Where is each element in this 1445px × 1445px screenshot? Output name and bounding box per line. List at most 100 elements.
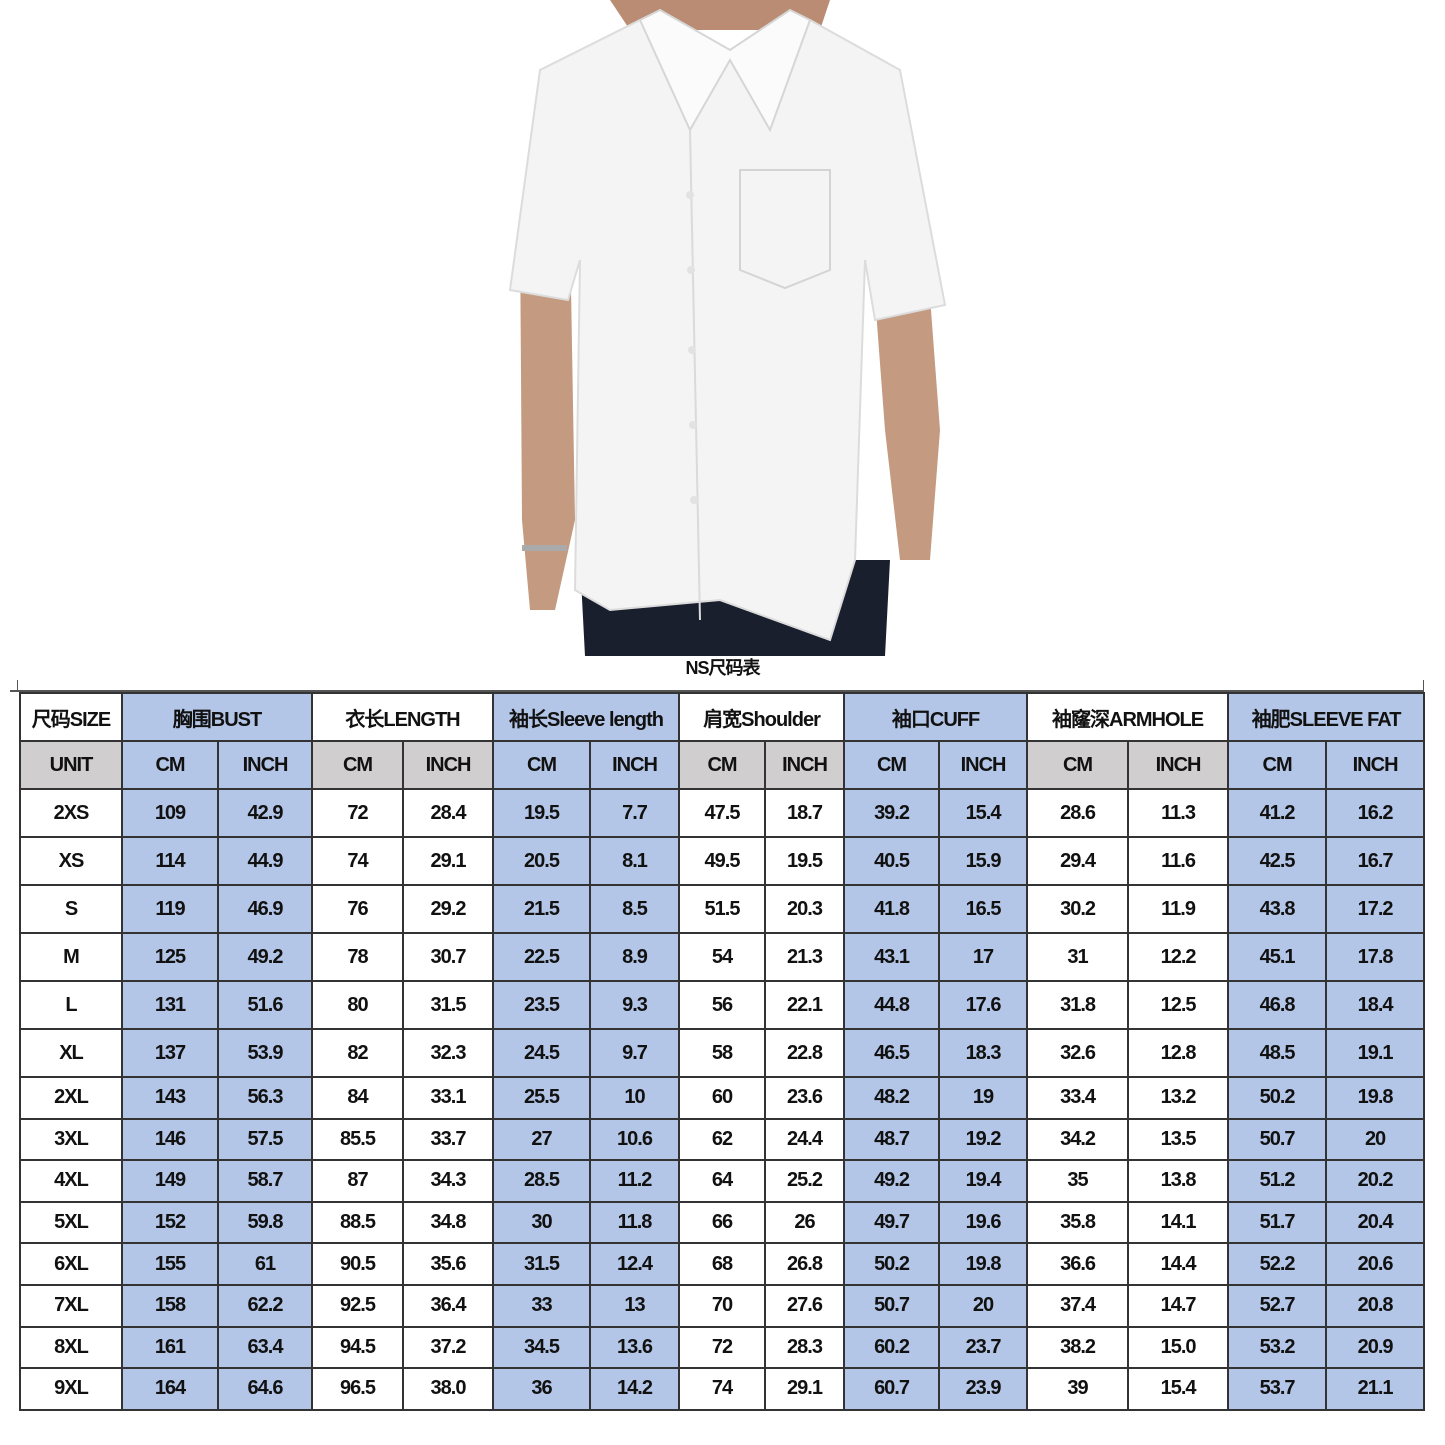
measurement-cell: 33.4 [1026,1076,1130,1120]
group-header-row: 尺码SIZE 胸围BUST 衣长LENGTH 袖长Sleeve length 肩宽Sho… [19,692,1426,742]
unit-cell: CM [843,740,941,790]
measurement-cell: 20.6 [1325,1242,1426,1286]
measurement-cell: 31 [1026,932,1130,982]
measurement-cell: 46.8 [1227,980,1328,1030]
measurement-cell: 43.1 [843,932,941,982]
size-cell: 2XL [19,1076,123,1120]
measurement-cell: 64 [678,1159,767,1203]
unit-cell: INCH [1127,740,1230,790]
table-row: S 119 46.9 76 29.2 21.5 8.5 51.5 20.3 41.8 16.5 30.… [19,884,1426,934]
measurement-cell: 60.2 [843,1325,941,1370]
measurement-cell: 94.5 [311,1325,405,1370]
measurement-cell: 7.7 [589,788,681,838]
measurement-cell: 19.8 [1325,1076,1426,1120]
measurement-cell: 14.7 [1127,1283,1230,1328]
measurement-cell: 109 [121,788,219,838]
measurement-cell: 58 [678,1028,767,1078]
measurement-cell: 18.3 [938,1028,1029,1078]
measurement-cell: 90.5 [311,1242,405,1286]
measurement-cell: 23.7 [938,1325,1029,1370]
group-header: 衣长LENGTH [311,692,495,742]
measurement-cell: 21.3 [764,932,846,982]
table-row: 6XL 155 61 90.5 35.6 31.5 12.4 68 26.8 50.2 19.8 36… [19,1242,1426,1286]
measurement-cell: 11.6 [1127,836,1230,886]
measurement-cell: 25.2 [764,1159,846,1203]
measurement-cell: 38.2 [1026,1325,1130,1370]
size-cell: 2XS [19,788,123,838]
measurement-cell: 49.5 [678,836,767,886]
measurement-cell: 31.5 [492,1242,592,1286]
table-row: 2XL 143 56.3 84 33.1 25.5 10 60 23.6 48.2 19 33.4 13… [19,1076,1426,1120]
table-row: 8XL 161 63.4 94.5 37.2 34.5 13.6 72 28.3 60.2 23.7… [19,1325,1426,1370]
measurement-cell: 50.2 [843,1242,941,1286]
measurement-cell: 26.8 [764,1242,846,1286]
measurement-cell: 20.8 [1325,1283,1426,1328]
unit-cell: INCH [589,740,681,790]
group-header: 袖肥SLEEVE FAT [1227,692,1426,742]
measurement-cell: 33 [492,1283,592,1328]
measurement-cell: 44.8 [843,980,941,1030]
size-cell: 9XL [19,1367,123,1411]
measurement-cell: 80 [311,980,405,1030]
measurement-cell: 44.9 [216,836,314,886]
measurement-cell: 28.6 [1026,788,1130,838]
measurement-cell: 50.7 [843,1283,941,1328]
measurement-cell: 49.2 [216,932,314,982]
unit-cell: CM [1026,740,1130,790]
measurement-cell: 30.2 [1026,884,1130,934]
measurement-cell: 49.7 [843,1200,941,1245]
measurement-cell: 82 [311,1028,405,1078]
measurement-cell: 23.9 [938,1367,1029,1411]
measurement-cell: 34.8 [402,1200,495,1245]
measurement-cell: 20.9 [1325,1325,1426,1370]
measurement-cell: 146 [121,1117,219,1162]
measurement-cell: 72 [678,1325,767,1370]
measurement-cell: 143 [121,1076,219,1120]
measurement-cell: 40.5 [843,836,941,886]
size-cell: M [19,932,123,982]
measurement-cell: 29.1 [764,1367,846,1411]
measurement-cell: 27 [492,1117,592,1162]
measurement-cell: 20.5 [492,836,592,886]
measurement-cell: 39.2 [843,788,941,838]
table-row: 4XL 149 58.7 87 34.3 28.5 11.2 64 25.2 49.2 19.4 35… [19,1159,1426,1203]
measurement-cell: 13.6 [589,1325,681,1370]
measurement-cell: 158 [121,1283,219,1328]
measurement-cell: 21.1 [1325,1367,1426,1411]
measurement-cell: 22.1 [764,980,846,1030]
measurement-cell: 51.5 [678,884,767,934]
measurement-cell: 78 [311,932,405,982]
size-header: 尺码SIZE [19,692,123,742]
measurement-cell: 28.3 [764,1325,846,1370]
measurement-cell: 18.4 [1325,980,1426,1030]
measurement-cell: 29.2 [402,884,495,934]
unit-cell: INCH [216,740,314,790]
measurement-cell: 23.5 [492,980,592,1030]
measurement-cell: 10.6 [589,1117,681,1162]
measurement-cell: 19 [938,1076,1029,1120]
measurement-cell: 13.5 [1127,1117,1230,1162]
measurement-cell: 23.6 [764,1076,846,1120]
table-row: 7XL 158 62.2 92.5 36.4 33 13 70 27.6 50.7 20 37.4 14… [19,1283,1426,1328]
measurement-cell: 131 [121,980,219,1030]
measurement-cell: 36.6 [1026,1242,1130,1286]
measurement-cell: 62.2 [216,1283,314,1328]
measurement-cell: 74 [678,1367,767,1411]
measurement-cell: 50.7 [1227,1117,1328,1162]
measurement-cell: 28.4 [402,788,495,838]
measurement-cell: 12.2 [1127,932,1230,982]
measurement-cell: 35 [1026,1159,1130,1203]
size-cell: 3XL [19,1117,123,1162]
size-chart-title: NS尺码表 [685,658,760,678]
measurement-cell: 17.6 [938,980,1029,1030]
measurement-cell: 60 [678,1076,767,1120]
unit-cell: CM [311,740,405,790]
measurement-cell: 34.3 [402,1159,495,1203]
group-header: 胸围BUST [120,692,314,742]
measurement-cell: 30 [492,1200,592,1245]
frame-line [10,690,1423,692]
measurement-cell: 66 [678,1200,767,1245]
measurement-cell: 19.1 [1325,1028,1426,1078]
measurement-cell: 20 [938,1283,1029,1328]
measurement-cell: 22.5 [492,932,592,982]
